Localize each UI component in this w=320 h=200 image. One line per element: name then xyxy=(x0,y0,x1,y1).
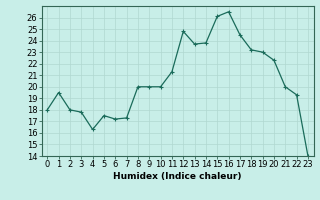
X-axis label: Humidex (Indice chaleur): Humidex (Indice chaleur) xyxy=(113,172,242,181)
